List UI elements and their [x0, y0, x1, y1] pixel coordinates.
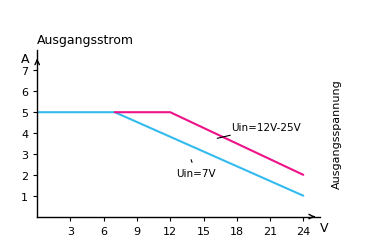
- Text: Ausgangsstrom: Ausgangsstrom: [37, 34, 134, 47]
- Text: V: V: [320, 221, 328, 234]
- Text: A: A: [20, 53, 29, 66]
- Text: Uin=7V: Uin=7V: [176, 160, 215, 178]
- Text: Uin=12V-25V: Uin=12V-25V: [217, 122, 301, 139]
- Text: Ausgangsspannung: Ausgangsspannung: [332, 79, 342, 188]
